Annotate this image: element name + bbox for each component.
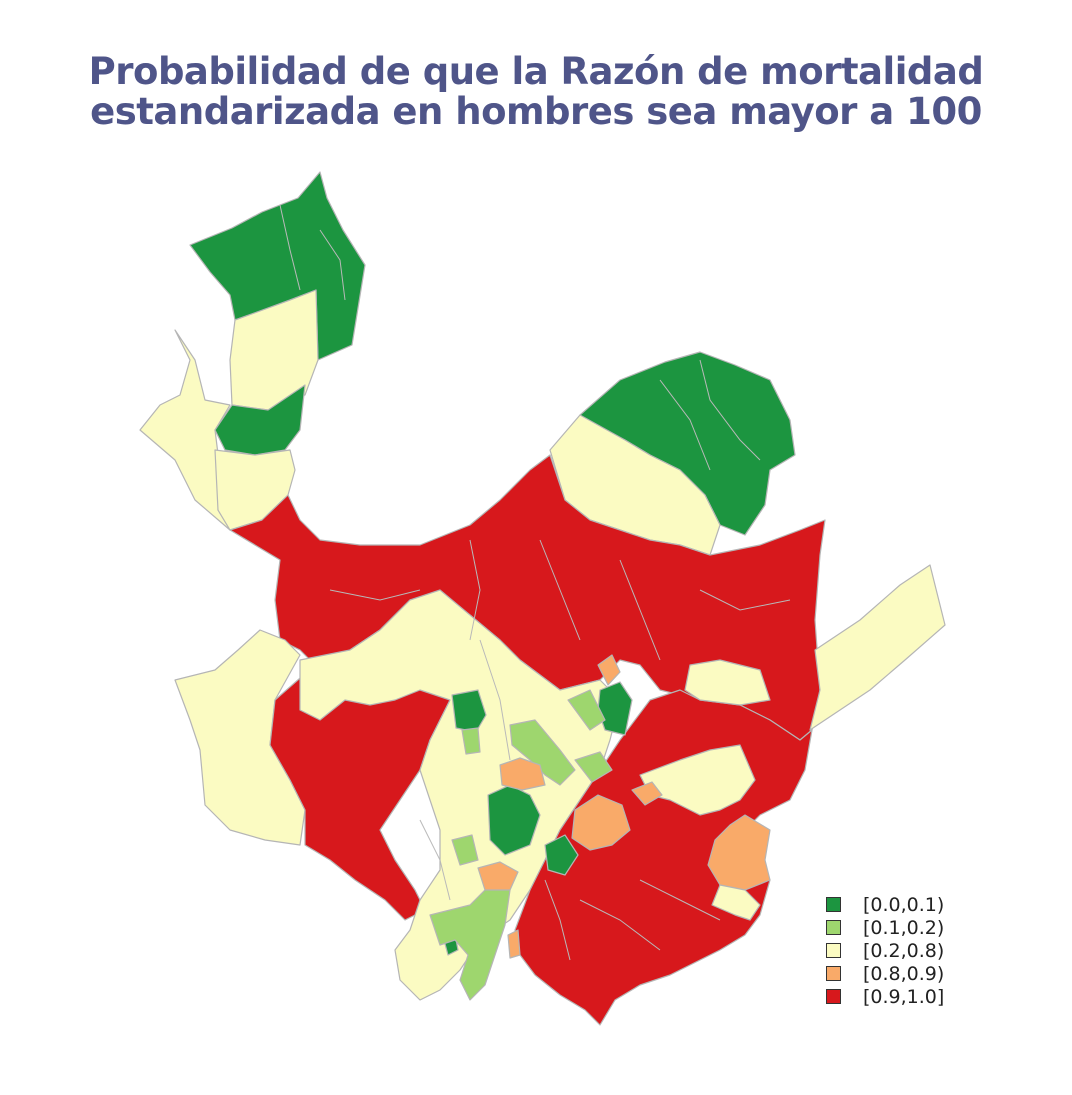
region-oriente-orange [707, 814, 771, 891]
region-lightgreen-4 [574, 751, 613, 783]
region-magdalena-medio-cream [809, 564, 946, 731]
region-southeast-cream [711, 884, 761, 921]
region-center-cream [299, 589, 621, 1001]
legend-item-1: [0.1,0.2) [826, 916, 944, 939]
region-lightgreen-3 [461, 727, 481, 755]
region-orange-1 [597, 654, 621, 686]
region-orange-4 [631, 781, 663, 806]
legend-swatch-3 [826, 966, 841, 981]
region-orange-2 [499, 757, 546, 791]
region-lightgreen-2 [567, 689, 606, 731]
region-lightgreen-1 [509, 719, 576, 786]
region-center-green-1 [451, 689, 487, 733]
legend-label-3: [0.8,0.9) [863, 962, 945, 985]
region-orange-6 [507, 929, 521, 959]
legend-item-3: [0.8,0.9) [826, 962, 944, 985]
legend-item-2: [0.2,0.8) [826, 939, 944, 962]
region-right-cream-1 [684, 659, 771, 706]
map-title-line2: estandarizada en hombres sea mayor a 100 [90, 90, 982, 133]
region-uraba-middle [229, 289, 319, 411]
map-legend: [0.0,0.1) [0.1,0.2) [0.2,0.8) [0.8,0.9) … [826, 893, 944, 1008]
region-orange-5 [477, 861, 519, 891]
legend-label-1: [0.1,0.2) [863, 916, 945, 939]
legend-item-0: [0.0,0.1) [826, 893, 944, 916]
legend-label-2: [0.2,0.8) [863, 939, 945, 962]
region-center-green-4 [544, 834, 579, 876]
legend-label-4: [0.9,1.0] [863, 985, 945, 1008]
map-title: Probabilidad de que la Razón de mortalid… [0, 52, 1072, 132]
legend-label-0: [0.0,0.1) [863, 893, 945, 916]
map-title-line1: Probabilidad de que la Razón de mortalid… [88, 50, 984, 93]
legend-swatch-2 [826, 943, 841, 958]
legend-swatch-0 [826, 897, 841, 912]
municipality-borders [279, 204, 791, 961]
region-right-cream-2 [639, 744, 756, 816]
region-lightgreen-5 [451, 834, 479, 866]
legend-item-4: [0.9,1.0] [826, 985, 944, 1008]
region-uraba-south [214, 384, 306, 456]
legend-swatch-4 [826, 989, 841, 1004]
legend-swatch-1 [826, 920, 841, 935]
region-orange-3 [571, 794, 631, 851]
